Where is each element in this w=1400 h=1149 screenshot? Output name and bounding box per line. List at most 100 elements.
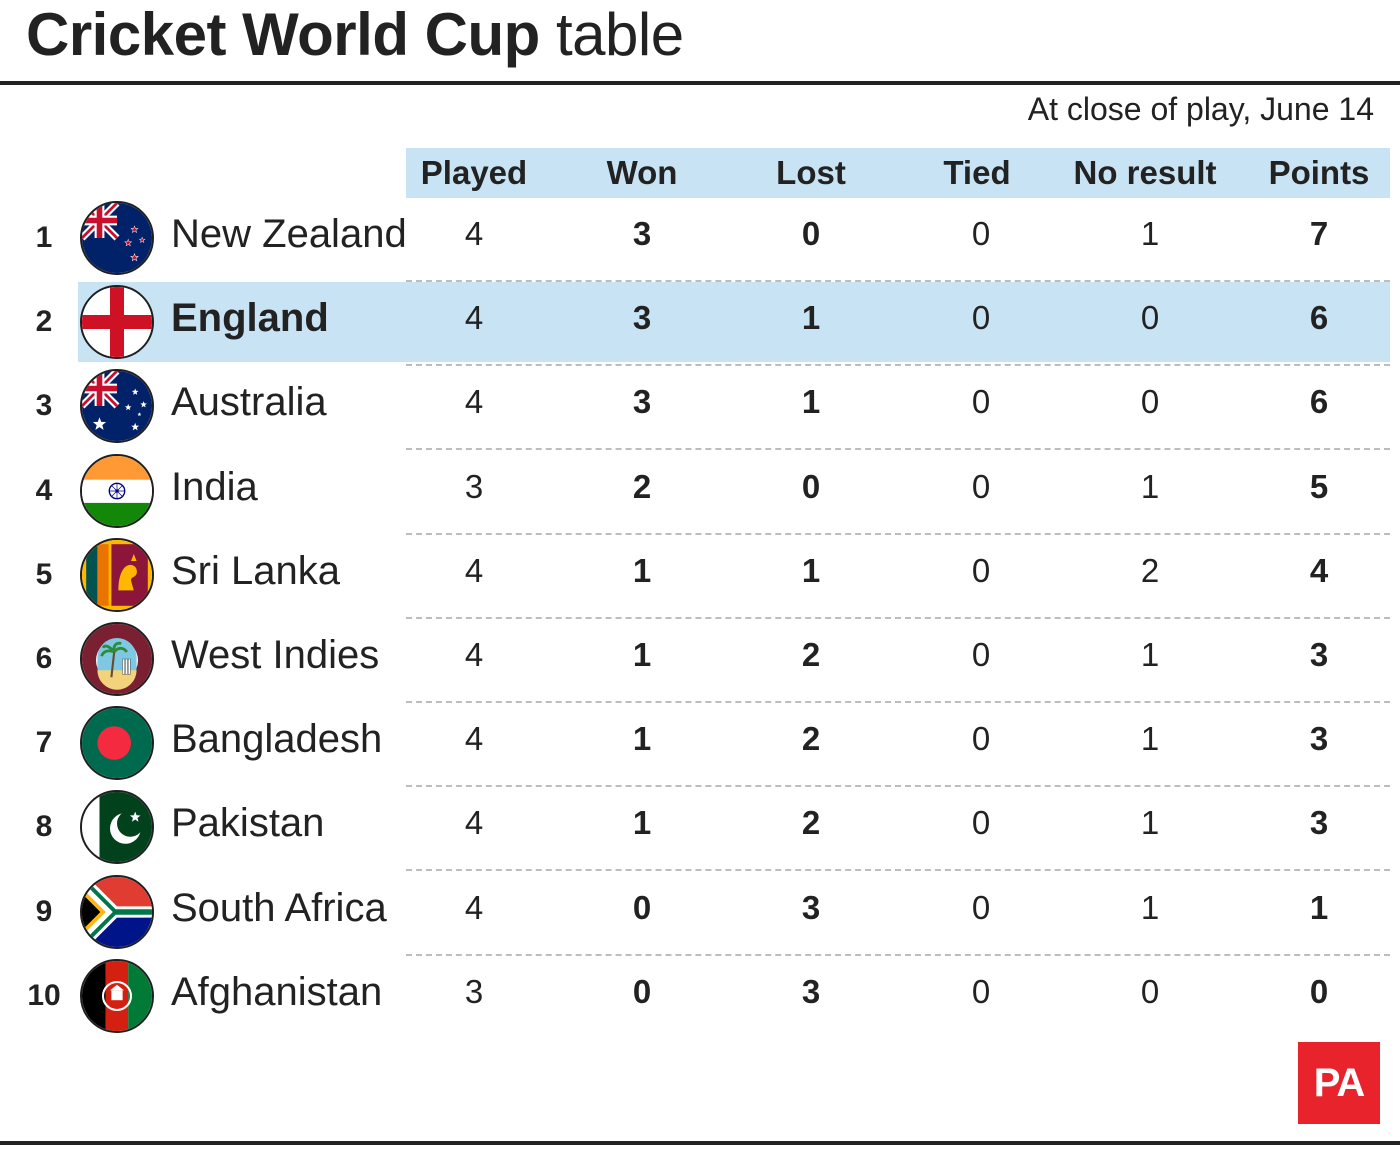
west-indies-flag-icon (80, 622, 154, 696)
column-header-points: Points (1268, 154, 1370, 191)
new-zealand-flag-icon (80, 201, 154, 275)
cell-points: 6 (1309, 299, 1329, 337)
cell-lost: 1 (801, 383, 821, 421)
cell-points: 3 (1309, 636, 1329, 673)
cell-tied: 0 (971, 972, 991, 1010)
row-separator (406, 364, 1390, 367)
team-name: West Indies (171, 633, 380, 677)
afghanistan-flag-icon (80, 958, 154, 1033)
cell-no-result: 2 (1140, 551, 1160, 589)
england-flag-icon (80, 285, 154, 360)
cell-no-result: 1 (1140, 636, 1160, 673)
row-separator (406, 953, 1390, 956)
cell-no-result: 1 (1140, 804, 1160, 842)
team-name: Australia (171, 380, 327, 425)
row-separator (406, 701, 1390, 703)
cell-tied: 0 (971, 215, 991, 252)
sri-lanka-flag-icon (80, 537, 154, 612)
title-bold-part: Cricket World Cup (26, 1, 540, 68)
cell-won: 3 (632, 215, 652, 252)
team-name: England (171, 296, 329, 341)
cell-lost: 2 (801, 720, 821, 758)
position-value: 10 (27, 978, 61, 1012)
cell-no-result: 1 (1140, 720, 1160, 758)
row-separator (406, 280, 1390, 282)
row-separator (406, 532, 1390, 535)
title-light-part: table (555, 1, 684, 68)
table-row: 7 Bangladesh 4 1 2 0 1 3 (0, 703, 1400, 788)
column-header-no-result: No result (1073, 154, 1217, 191)
cell-played: 4 (464, 804, 484, 842)
team-name: Sri Lanka (171, 548, 340, 593)
cell-lost: 0 (801, 467, 821, 505)
position-value: 1 (35, 221, 53, 254)
cell-played: 3 (464, 972, 484, 1010)
column-header-band (406, 148, 1390, 198)
cell-played: 4 (464, 720, 484, 758)
pakistan-flag-icon (80, 790, 154, 865)
cell-tied: 0 (971, 299, 991, 337)
column-header-lost: Lost (776, 154, 846, 191)
cell-won: 3 (632, 383, 652, 421)
table-row: 2 England 4 3 1 0 0 6 (0, 282, 1400, 367)
cell-lost: 3 (801, 972, 821, 1010)
cell-won: 2 (632, 467, 652, 505)
cell-won: 1 (632, 551, 652, 589)
cell-won: 1 (632, 720, 652, 758)
cell-no-result: 0 (1140, 383, 1160, 421)
team-name: Pakistan (171, 801, 325, 846)
cell-played: 3 (464, 467, 484, 505)
cell-points: 7 (1309, 215, 1329, 252)
cell-played: 4 (464, 636, 484, 673)
team-name: Bangladesh (171, 717, 383, 762)
column-header-tied: Tied (943, 154, 1011, 191)
table-row: 9 South Africa 4 0 3 0 1 1 (0, 872, 1400, 956)
cell-no-result: 0 (1140, 299, 1160, 337)
position-value: 3 (35, 389, 53, 423)
india-flag-icon (80, 453, 154, 528)
cell-played: 4 (464, 215, 484, 252)
australia-flag-icon (80, 369, 154, 444)
pa-logo: PA (1298, 1042, 1380, 1124)
table-row: 4 India 3 2 0 0 1 5 (0, 451, 1400, 535)
cell-lost: 2 (801, 636, 821, 673)
cell-tied: 0 (971, 383, 991, 421)
team-name: South Africa (171, 885, 387, 930)
cell-lost: 0 (801, 215, 821, 252)
cell-tied: 0 (971, 467, 991, 505)
position-value: 2 (35, 305, 53, 339)
position-value: 9 (35, 894, 53, 928)
table-row: 10 Afghanistan 3 0 3 0 0 0 (0, 956, 1400, 1040)
team-name: New Zealand (171, 212, 407, 256)
south-africa-flag-icon (80, 874, 154, 949)
cell-points: 1 (1309, 888, 1329, 926)
cell-lost: 3 (801, 888, 821, 926)
position-value: 5 (35, 557, 53, 591)
cell-lost: 2 (801, 804, 821, 842)
cell-tied: 0 (971, 804, 991, 842)
row-separator (406, 869, 1390, 872)
cell-points: 3 (1309, 720, 1329, 758)
cell-points: 3 (1309, 804, 1329, 842)
cell-won: 1 (632, 804, 652, 842)
cell-no-result: 1 (1140, 215, 1160, 252)
cell-won: 0 (632, 972, 652, 1010)
chart-title: Cricket World Cup table (26, 2, 684, 68)
cell-tied: 0 (971, 636, 991, 673)
column-header-played: Played (420, 154, 528, 191)
cell-points: 0 (1309, 972, 1329, 1010)
cell-points: 4 (1309, 551, 1329, 589)
cell-tied: 0 (971, 551, 991, 589)
top-divider (0, 81, 1400, 85)
table-row: 1 New Zealand 4 3 0 0 1 7 (0, 198, 1400, 282)
row-separator (406, 785, 1390, 788)
cell-played: 4 (464, 383, 484, 421)
cell-played: 4 (464, 299, 484, 337)
table-row: 3 Australia 4 3 1 0 0 6 (0, 366, 1400, 451)
cell-won: 0 (632, 888, 652, 926)
cell-played: 4 (464, 551, 484, 589)
position-value: 7 (35, 726, 53, 760)
position-value: 8 (35, 810, 53, 844)
position-value: 6 (35, 642, 53, 675)
